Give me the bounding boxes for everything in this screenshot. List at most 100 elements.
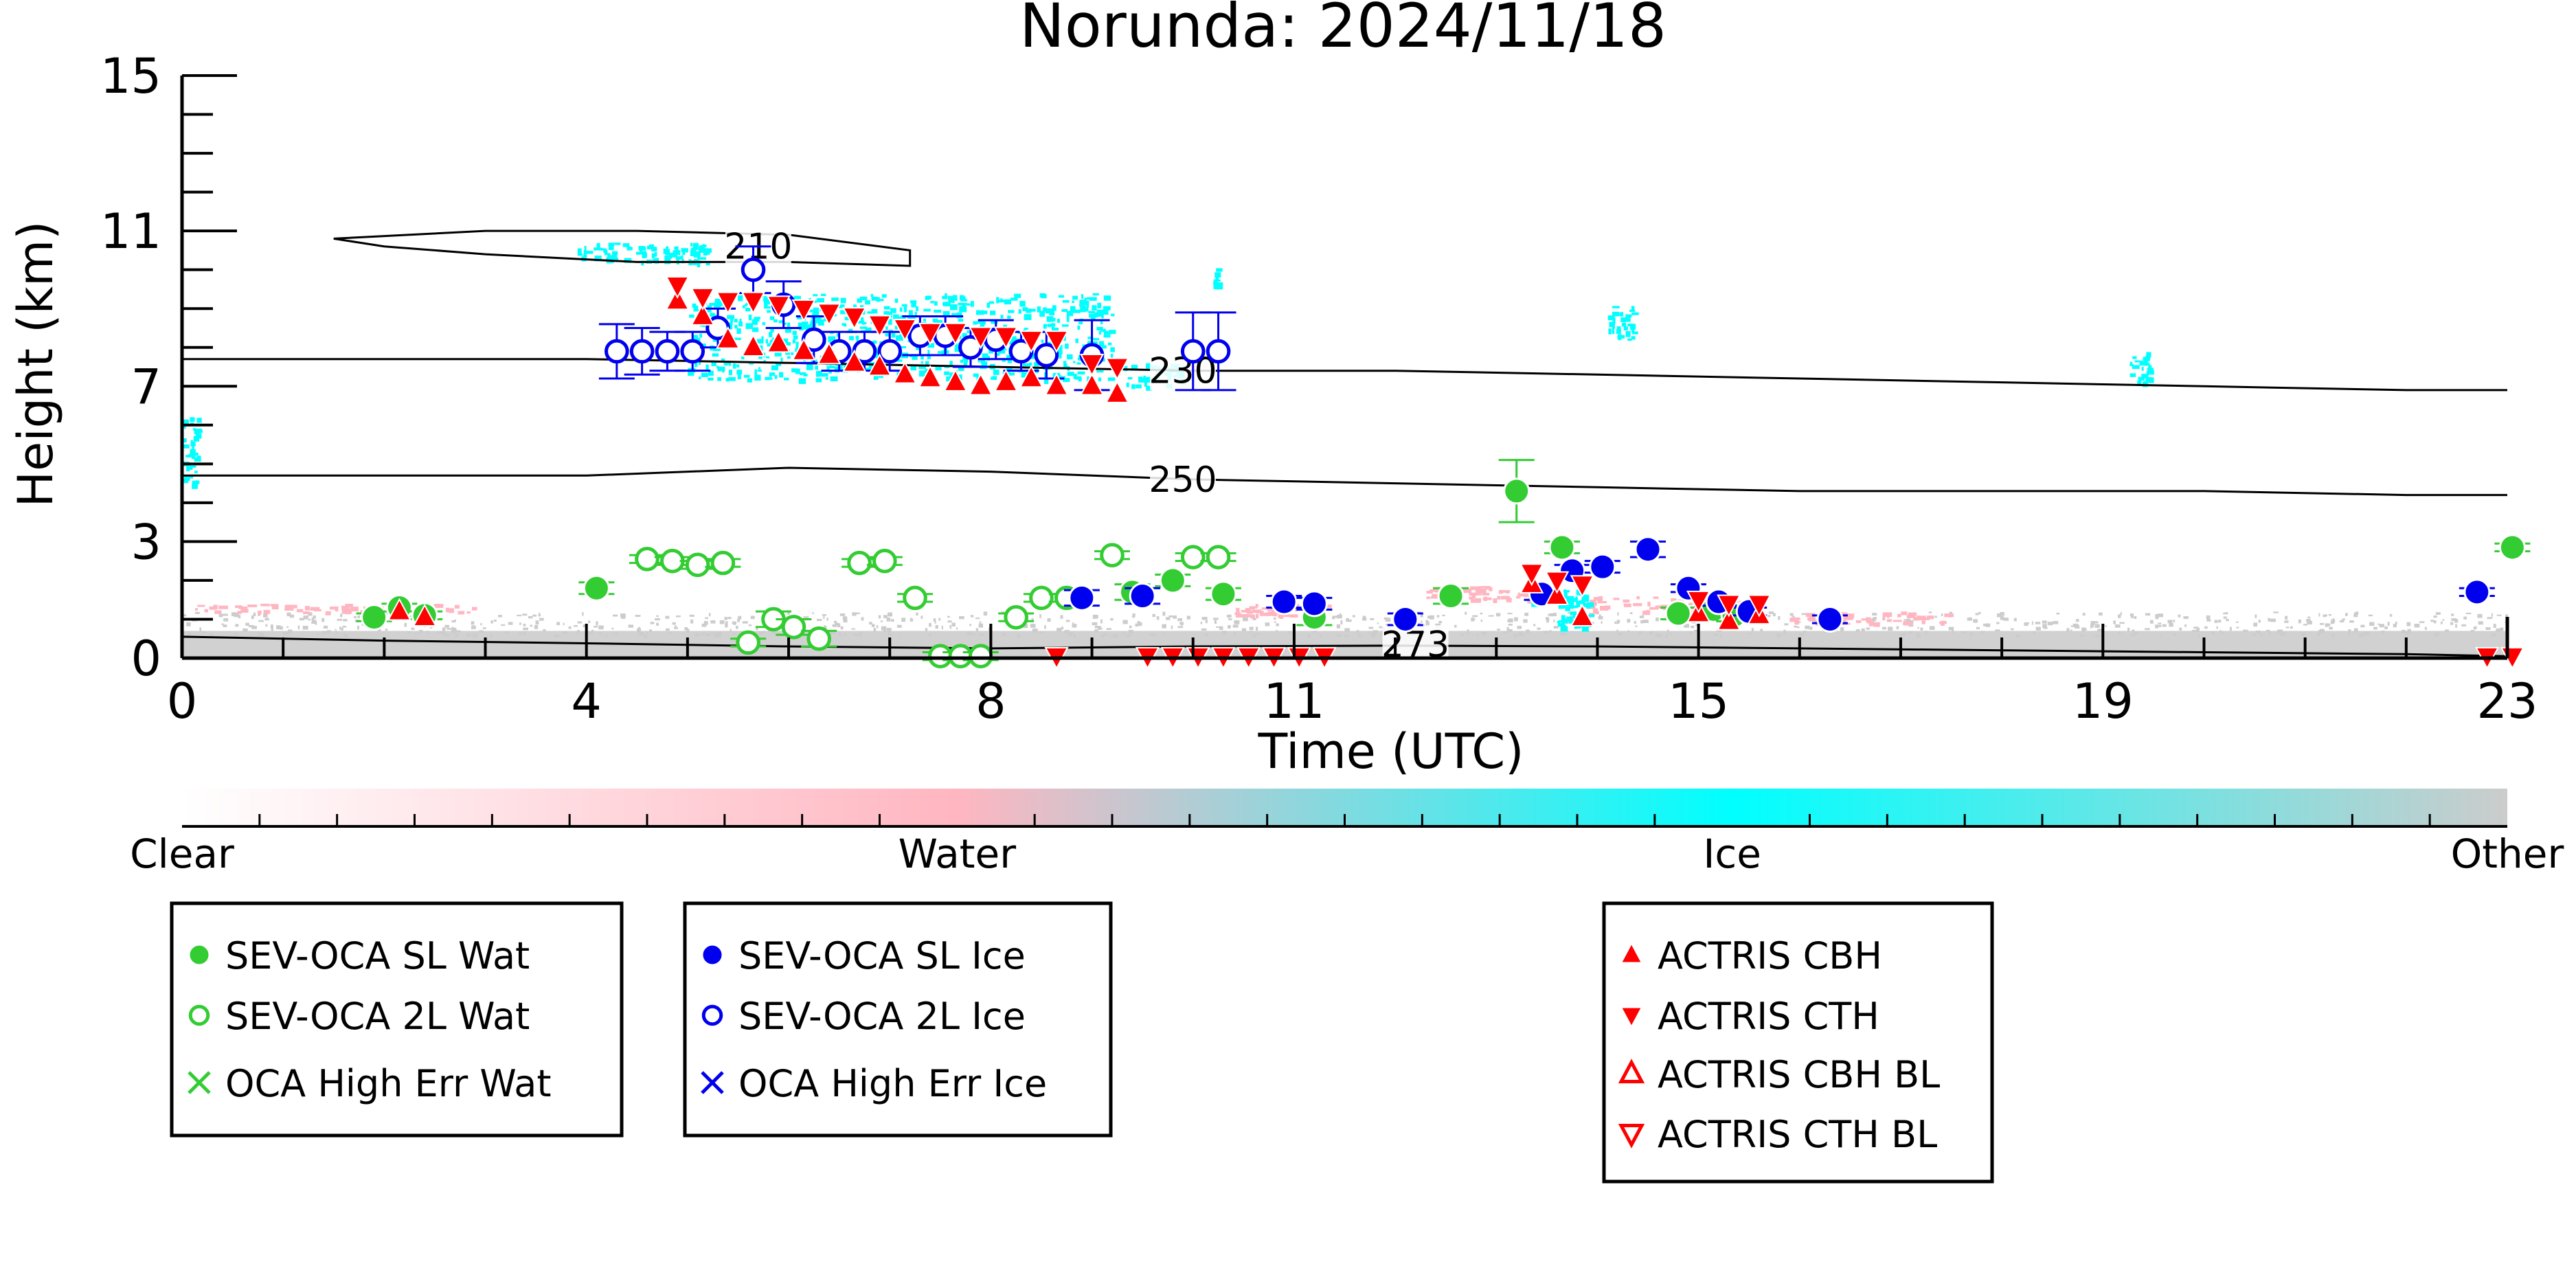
- point-marker: [1029, 585, 1054, 611]
- mask-other-speck: [1126, 634, 1131, 636]
- mask-other-speck: [577, 630, 580, 634]
- mask-other-speck: [2085, 628, 2088, 631]
- x-tick-label: 8: [975, 673, 1006, 730]
- mask-other-speck: [2216, 626, 2218, 629]
- mask-ice-speck: [1585, 605, 1591, 609]
- mask-ice-speck: [729, 370, 732, 376]
- mask-other-speck: [451, 627, 457, 632]
- mask-other-speck: [2066, 628, 2070, 632]
- mask-other-speck: [2094, 631, 2098, 633]
- mask-ice-speck: [883, 306, 890, 310]
- mask-water-speck: [1478, 586, 1481, 591]
- mask-ice-speck: [695, 243, 699, 249]
- mask-ice-speck: [1079, 300, 1086, 305]
- mask-other-speck: [880, 620, 883, 622]
- mask-other-speck: [1100, 635, 1105, 637]
- mask-other-speck: [1507, 613, 1513, 615]
- mask-other-speck: [1670, 633, 1672, 635]
- mask-other-speck: [1129, 625, 1132, 629]
- mask-water-speck: [1655, 605, 1664, 609]
- mask-other-speck: [1778, 615, 1781, 620]
- mask-other-speck: [2155, 624, 2159, 629]
- mask-ice-speck: [707, 305, 712, 310]
- mask-water-speck: [1587, 605, 1596, 609]
- mask-ice-speck: [848, 352, 855, 359]
- mask-ice-speck: [1217, 282, 1219, 289]
- mask-other-speck: [1642, 620, 1649, 624]
- mask-water-speck: [1469, 596, 1474, 600]
- mask-other-speck: [2442, 619, 2445, 621]
- mask-ice-speck: [1000, 298, 1003, 302]
- mask-other-speck: [975, 617, 980, 620]
- point-marker: [1686, 590, 1711, 613]
- mask-other-speck: [2474, 628, 2476, 630]
- mask-ice-speck: [799, 372, 806, 375]
- mask-ice-speck: [745, 323, 754, 329]
- mask-other-speck: [1243, 617, 1248, 622]
- mask-other-speck: [2273, 611, 2279, 613]
- mask-other-speck: [2159, 634, 2162, 637]
- mask-other-speck: [2395, 621, 2397, 625]
- mask-other-speck: [2407, 629, 2411, 633]
- point-marker: [1105, 380, 1130, 403]
- mask-ice-speck: [1057, 345, 1063, 351]
- mask-ice-speck: [802, 321, 809, 325]
- mask-ice-speck: [988, 301, 995, 304]
- mask-ice-speck: [1110, 347, 1115, 352]
- mask-ice-speck: [960, 299, 968, 302]
- mask-other-speck: [823, 625, 826, 628]
- point-marker: [766, 330, 791, 353]
- mask-ice-speck: [189, 465, 196, 468]
- mask-ice-speck: [654, 252, 657, 257]
- mask-water-speck: [1642, 611, 1651, 615]
- mask-ice-speck: [990, 310, 996, 315]
- mask-ice-speck: [1214, 272, 1221, 278]
- mask-other-speck: [2353, 612, 2356, 616]
- mask-ice-speck: [1627, 338, 1632, 341]
- mask-ice-speck: [930, 301, 934, 304]
- mask-other-speck: [218, 613, 223, 618]
- point-marker: [918, 365, 942, 388]
- mask-other-speck: [1642, 614, 1644, 618]
- mask-ice-speck: [694, 251, 701, 256]
- mask-ice-speck: [849, 336, 854, 341]
- mask-water-speck: [237, 611, 242, 614]
- point-marker: [1105, 357, 1130, 381]
- mask-ice-speck: [1146, 385, 1152, 391]
- mask-other-speck: [1336, 624, 1341, 629]
- mask-ice-speck: [956, 313, 960, 317]
- mask-other-speck: [209, 634, 212, 636]
- mask-ice-speck: [784, 328, 791, 333]
- mask-other-speck: [493, 620, 497, 622]
- mask-ice-speck: [927, 350, 930, 354]
- mask-ice-speck: [188, 467, 193, 471]
- mask-other-speck: [2184, 616, 2189, 620]
- point-marker: [741, 257, 766, 282]
- mask-other-speck: [1234, 632, 1236, 635]
- mask-ice-speck: [1007, 359, 1013, 363]
- mask-ice-speck: [734, 319, 738, 323]
- mask-other-speck: [1111, 634, 1114, 637]
- mask-ice-speck: [1617, 335, 1625, 339]
- mask-other-speck: [883, 629, 886, 633]
- mask-water-speck: [1462, 589, 1472, 594]
- mask-other-speck: [194, 611, 200, 614]
- mask-ice-speck: [698, 247, 704, 253]
- mask-other-speck: [888, 633, 892, 636]
- mask-other-speck: [2158, 622, 2162, 624]
- point-marker: [948, 644, 973, 668]
- mask-other-speck: [1548, 613, 1552, 616]
- mask-water-speck: [209, 606, 216, 610]
- mask-water-speck: [1855, 620, 1862, 623]
- mask-ice-speck: [1103, 335, 1111, 338]
- point-marker: [969, 372, 993, 396]
- mask-ice-speck: [1557, 622, 1561, 627]
- mask-other-speck: [705, 617, 708, 620]
- mask-ice-speck: [741, 355, 745, 360]
- mask-ice-speck: [844, 363, 847, 369]
- mask-ice-speck: [1067, 354, 1073, 360]
- mask-other-speck: [1693, 629, 1699, 632]
- mask-water-speck: [1295, 608, 1298, 611]
- mask-other-speck: [2118, 631, 2121, 634]
